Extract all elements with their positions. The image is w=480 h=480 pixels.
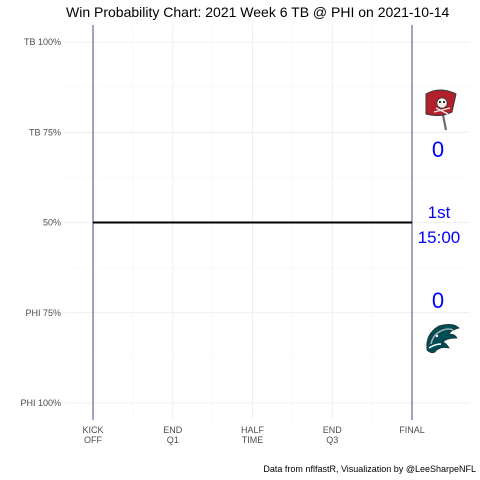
top-team-score: 0: [432, 137, 444, 162]
x-tick-label-line: Q1: [167, 435, 179, 445]
y-tick-label: 50%: [43, 218, 61, 228]
game-clock: 15:00: [418, 228, 461, 247]
chart-title: Win Probability Chart: 2021 Week 6 TB @ …: [66, 4, 450, 20]
x-tick-label: END Q3: [323, 425, 343, 445]
x-tick-label: HALF TIME: [241, 425, 265, 445]
y-axis: TB 100% TB 75% 50% PHI 75% PHI 100%: [20, 37, 61, 408]
x-tick-label-line: END: [323, 425, 343, 435]
eagles-head-logo: [426, 324, 460, 354]
x-tick-label: END Q1: [163, 425, 183, 445]
x-tick-label-line: TIME: [242, 435, 264, 445]
y-tick-label: PHI 100%: [20, 398, 61, 408]
x-tick-label-line: OFF: [84, 435, 102, 445]
y-tick-label: PHI 75%: [25, 308, 61, 318]
y-tick-label: TB 100%: [24, 37, 61, 47]
y-tick-label: TB 75%: [29, 127, 61, 137]
bottom-team-score: 0: [432, 288, 444, 313]
x-tick-label-line: Q3: [326, 435, 338, 445]
x-tick-label: FINAL: [399, 425, 425, 435]
chart-caption: Data from nflfastR, Visualization by @Le…: [263, 464, 476, 474]
x-tick-label: KICK OFF: [82, 425, 103, 445]
x-tick-label-line: KICK: [82, 425, 103, 435]
quarter-label: 1st: [428, 203, 451, 222]
x-tick-label-line: END: [163, 425, 183, 435]
buccaneers-flag-logo: [425, 89, 457, 131]
x-tick-label-line: HALF: [241, 425, 265, 435]
x-tick-label-line: FINAL: [399, 425, 425, 435]
